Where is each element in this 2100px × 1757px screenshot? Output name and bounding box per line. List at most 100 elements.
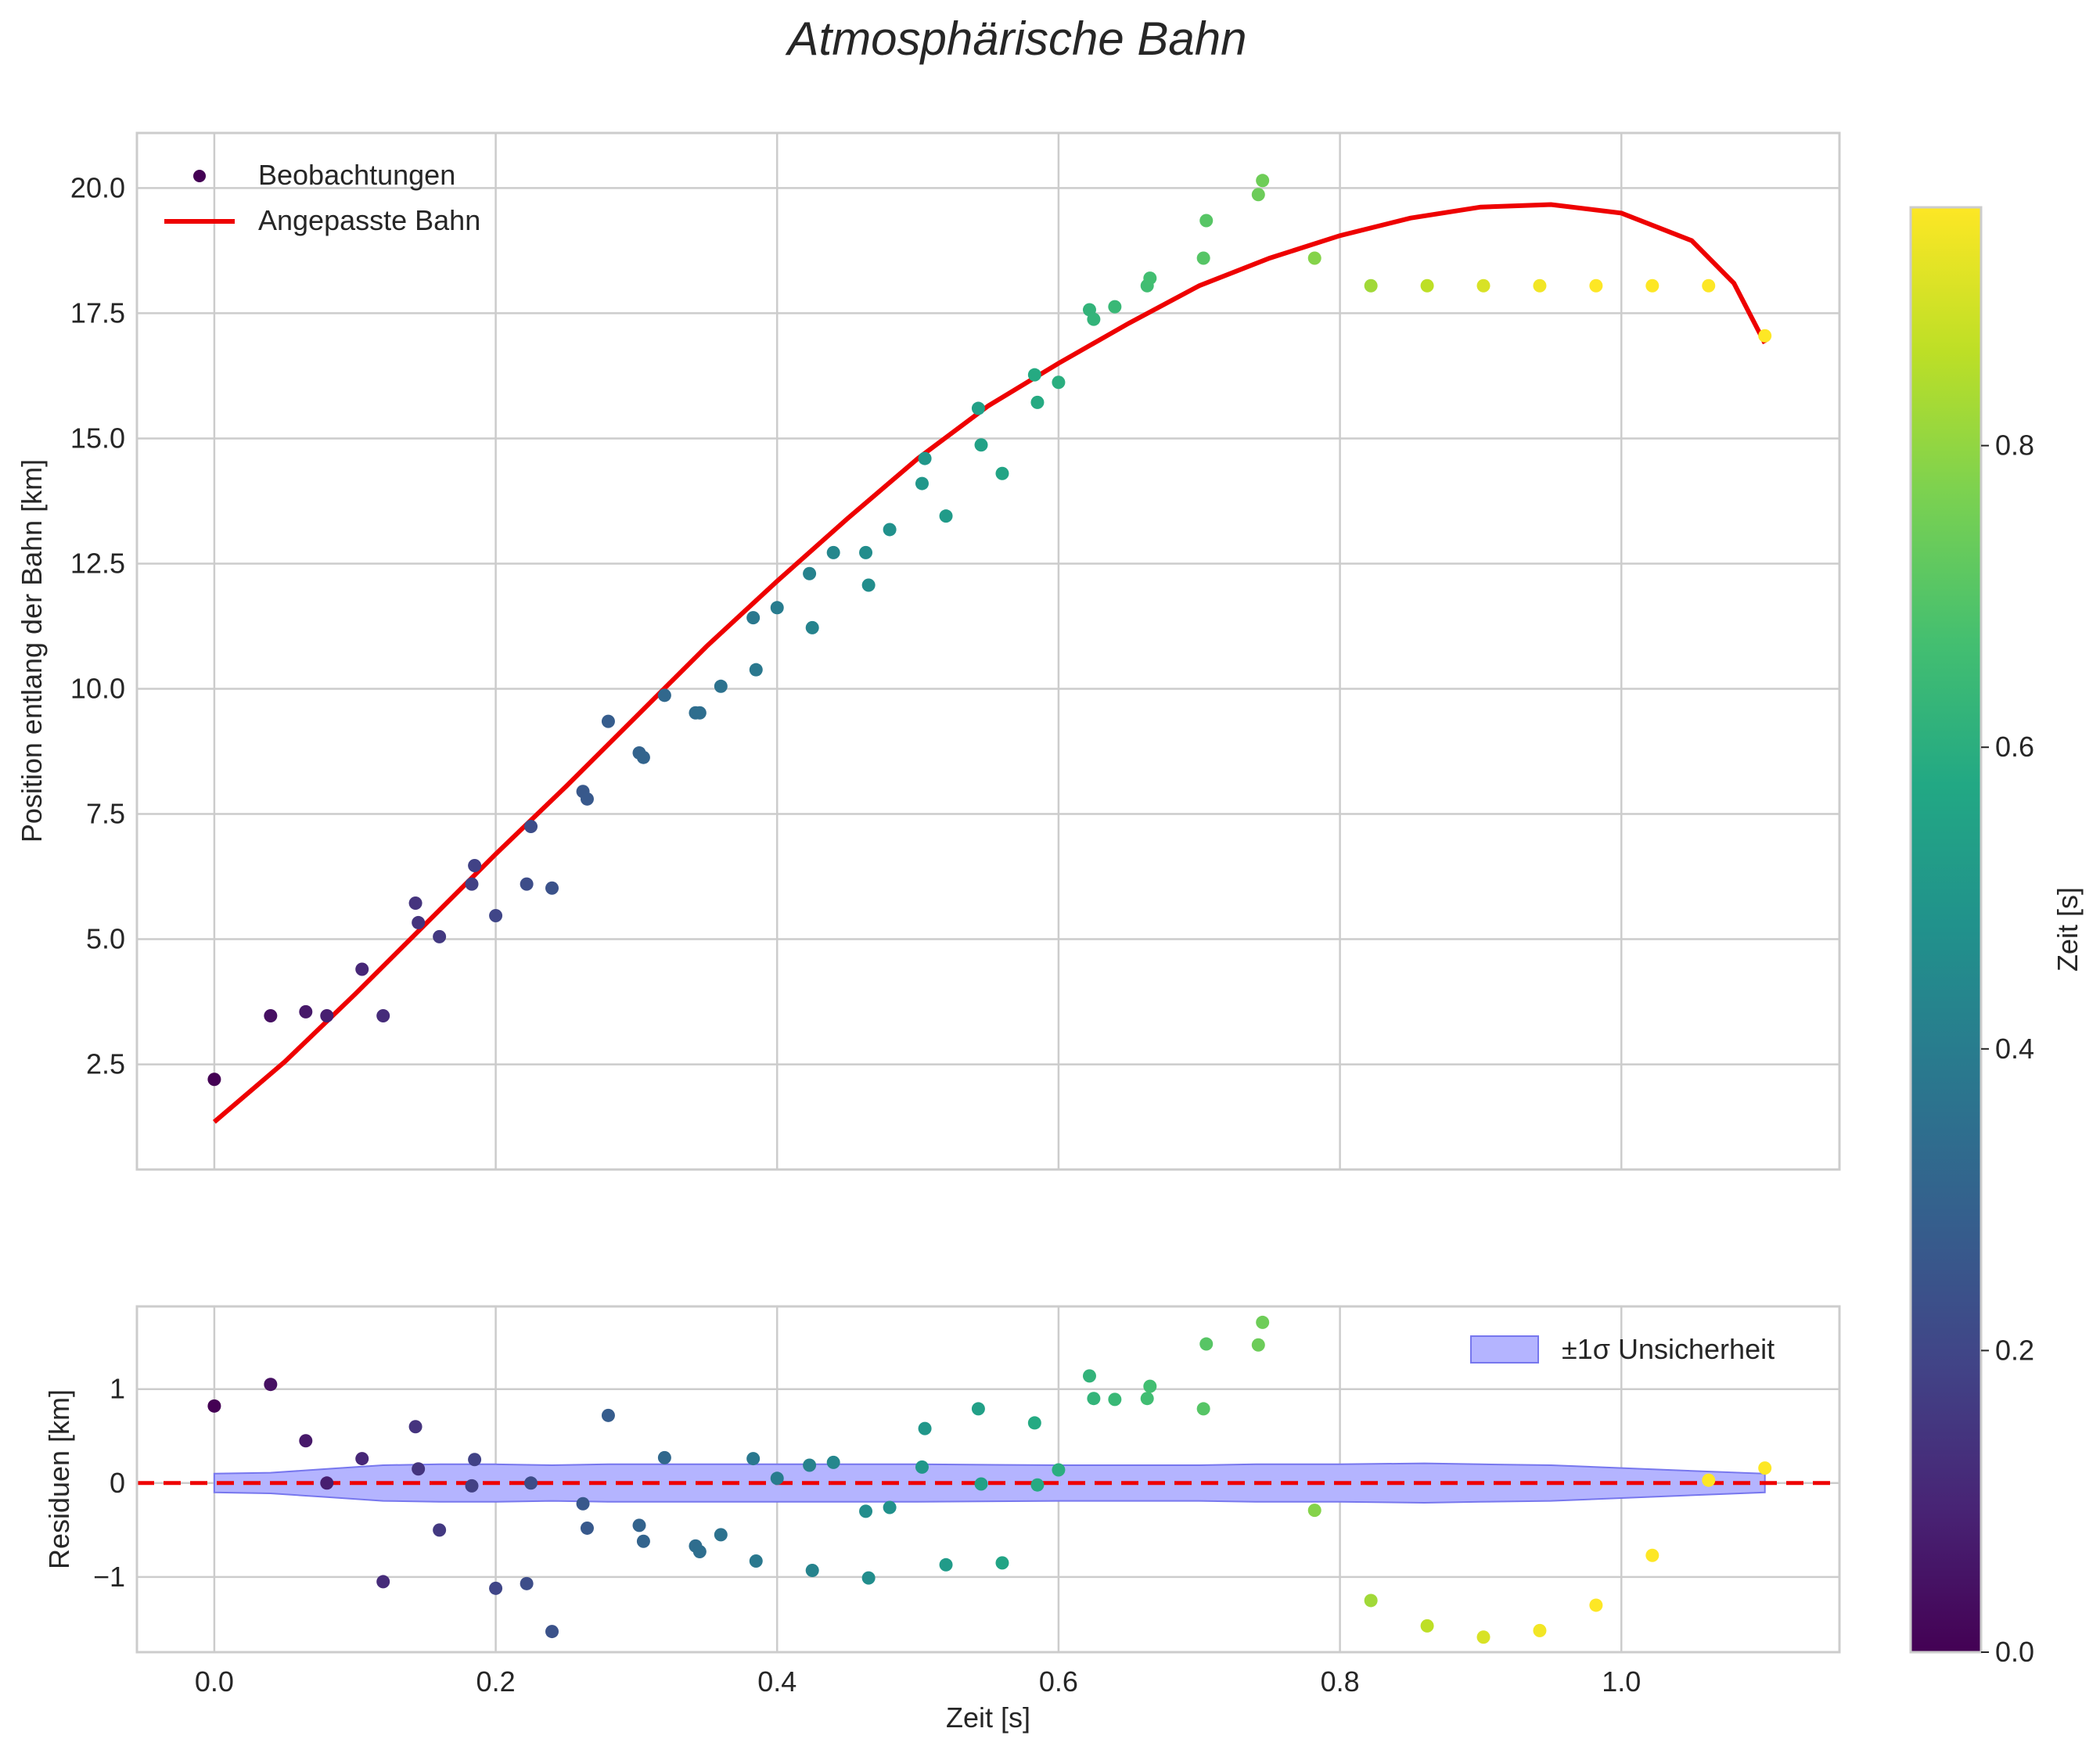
- observation-point: [580, 792, 594, 806]
- observation-point: [918, 451, 932, 465]
- observation-point: [749, 663, 763, 677]
- residual-point: [433, 1523, 447, 1537]
- legend-band-label: ±1σ Unsicherheit: [1562, 1333, 1775, 1365]
- residual-point: [355, 1452, 369, 1466]
- observation-point: [859, 545, 873, 559]
- colorbar-tick-label: 0.4: [1995, 1033, 2034, 1065]
- main-plot-frame: [135, 131, 1841, 1171]
- residual-point: [1645, 1548, 1660, 1562]
- residual-point: [1143, 1379, 1157, 1393]
- residual-y-tick-label: 0: [110, 1467, 125, 1499]
- residual-point: [1196, 1402, 1210, 1416]
- residual-point: [1702, 1473, 1716, 1487]
- observation-point: [489, 908, 503, 922]
- colorbar-tick-label: 0.2: [1995, 1334, 2034, 1366]
- residual-point: [1420, 1619, 1434, 1633]
- figure-title: Atmosphärische Bahn: [786, 13, 1247, 65]
- residual-point: [632, 1518, 646, 1532]
- observation-point: [1087, 312, 1101, 326]
- residual-point: [995, 1556, 1009, 1570]
- residual-point: [601, 1408, 615, 1422]
- observation-point: [803, 566, 817, 580]
- main-y-tick-label: 15.0: [70, 422, 125, 454]
- colorbar-tick-label: 0.0: [1995, 1636, 2034, 1668]
- residual-point: [939, 1558, 953, 1572]
- main-y-tick-label: 2.5: [86, 1048, 125, 1080]
- residual-point: [861, 1571, 876, 1585]
- residual-point: [770, 1471, 784, 1486]
- residual-point: [520, 1576, 534, 1590]
- main-legend: Beobachtungen Angepasste Bahn: [164, 159, 480, 236]
- residual-y-tick-label: −1: [93, 1561, 125, 1593]
- observation-point: [974, 438, 988, 452]
- residual-point: [883, 1500, 897, 1514]
- residual-points: [207, 1315, 1772, 1644]
- main-y-tick-label: 12.5: [70, 547, 125, 579]
- residual-point: [749, 1554, 763, 1568]
- observation-point: [207, 1073, 221, 1087]
- residual-point: [1589, 1598, 1603, 1612]
- observation-point: [883, 523, 897, 537]
- colorbar-label: Zeit [s]: [2051, 887, 2084, 972]
- main-y-tick-label: 5.0: [86, 923, 125, 955]
- legend-observations-marker: [193, 170, 206, 182]
- observation-point: [939, 509, 953, 523]
- residual-point: [465, 1479, 479, 1493]
- main-y-label: Position entlang der Bahn [km]: [16, 459, 48, 843]
- x-tick-label: 1.0: [1602, 1665, 1641, 1698]
- residual-plot-frame: [135, 1305, 1841, 1654]
- residual-point: [320, 1476, 334, 1490]
- main-y-tick-label: 10.0: [70, 673, 125, 705]
- observation-point: [299, 1004, 313, 1019]
- legend-observations-label: Beobachtungen: [258, 159, 455, 191]
- observation-point: [826, 545, 840, 559]
- observation-point: [692, 706, 707, 720]
- residual-point: [746, 1452, 761, 1466]
- observation-point: [1027, 368, 1041, 382]
- residual-point: [657, 1450, 671, 1464]
- x-tick-label: 0.8: [1321, 1665, 1360, 1698]
- observation-point: [1589, 278, 1603, 293]
- observation-point: [861, 578, 876, 592]
- residual-point: [207, 1399, 221, 1413]
- residual-point: [803, 1458, 817, 1472]
- residual-point: [805, 1564, 819, 1578]
- observation-point: [657, 688, 671, 702]
- main-y-tick-label: 20.0: [70, 171, 125, 203]
- observation-point: [1307, 251, 1321, 265]
- residual-point: [636, 1534, 650, 1548]
- residual-point: [918, 1421, 932, 1435]
- observation-point: [468, 858, 482, 872]
- residual-point: [299, 1434, 313, 1448]
- observation-point: [714, 679, 728, 693]
- residual-legend: ±1σ Unsicherheit: [1470, 1333, 1775, 1365]
- residual-point: [576, 1497, 590, 1511]
- residual-point: [580, 1521, 594, 1535]
- observation-point: [412, 915, 426, 929]
- observation-point: [524, 820, 538, 834]
- colorbar-tick-label: 0.8: [1995, 429, 2034, 462]
- main-y-tick-label: 17.5: [70, 296, 125, 329]
- residual-point: [1758, 1461, 1772, 1475]
- observation-point: [465, 877, 479, 891]
- observation-point: [805, 620, 819, 634]
- observation-point: [601, 714, 615, 728]
- residual-point: [971, 1402, 985, 1416]
- observation-point: [1030, 395, 1045, 409]
- residual-x-ticks: 0.0 0.2 0.4 0.6 0.8 1.0: [195, 1665, 1641, 1698]
- observation-point: [376, 1008, 390, 1022]
- x-axis-label: Zeit [s]: [946, 1701, 1030, 1734]
- main-plot-area: [137, 133, 1839, 1170]
- main-plot: 2.5 5.0 7.5 10.0 12.5 15.0 17.5 20.0 Position e…: [16, 131, 1841, 1171]
- observation-point: [1052, 375, 1066, 390]
- main-y-ticks: 2.5 5.0 7.5 10.0 12.5 15.0 17.5 20.0: [70, 171, 125, 1080]
- observation-point: [770, 601, 784, 615]
- x-tick-label: 0.2: [476, 1665, 516, 1698]
- residual-point: [1251, 1338, 1265, 1352]
- observation-point: [545, 881, 559, 895]
- residual-point: [692, 1544, 707, 1558]
- residual-point: [714, 1528, 728, 1542]
- residual-point: [1533, 1623, 1547, 1637]
- residual-point: [1199, 1337, 1214, 1351]
